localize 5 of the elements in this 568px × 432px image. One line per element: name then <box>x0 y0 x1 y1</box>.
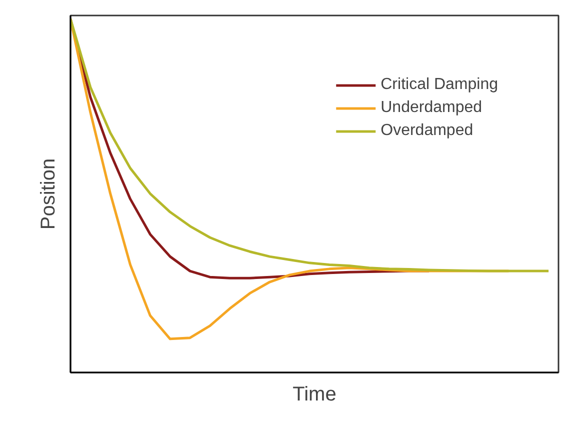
legend-label: Overdamped <box>380 122 474 140</box>
x-axis-title: Time <box>292 384 336 406</box>
legend-label: Underdamped <box>380 99 482 117</box>
legend-label: Critical Damping <box>380 76 498 94</box>
y-axis-title: Position <box>38 158 60 230</box>
